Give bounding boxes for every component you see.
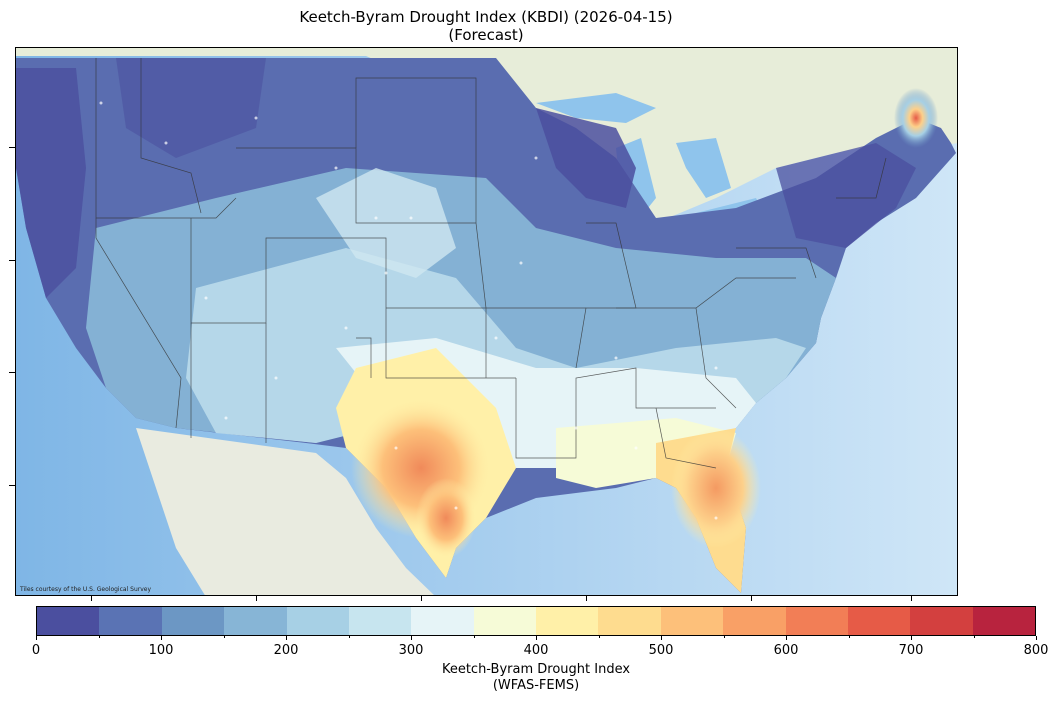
northern-rockies-dark [116,58,266,158]
chart-title: Keetch-Byram Drought Index (KBDI) (2026-… [0,8,972,44]
colorbar-segment [598,607,661,635]
colorbar-tick [848,636,850,638]
colorbar-label: Keetch-Byram Drought Index (WFAS-FEMS) [36,662,1036,694]
map-panel[interactable]: Tiles courtesy of the U.S. Geological Su… [15,47,958,596]
colorbar-tick [36,636,37,640]
colorbar-tick [723,636,725,638]
colorbar-ticks: 0 100 200 300 400 500 600 700 800 [32,636,1048,658]
colorbar-tick-label: 700 [898,643,924,658]
colorbar-tick-label: 500 [648,643,674,658]
state-borders [95,58,887,469]
maine-hotspot [894,88,938,148]
colorbar-tick-label: 800 [1023,643,1049,658]
wisconsin-dark [536,108,636,208]
colorbar-segment [348,607,412,635]
colorbar-tick [536,636,537,640]
colorbar-tick [473,636,475,638]
colorbar-label-line-2: (WFAS-FEMS) [492,678,580,693]
colorbar-segment [473,607,536,635]
northeast-dark [776,143,916,248]
colorbar-tick-label: 400 [523,643,549,658]
colorbar-segment [660,607,724,635]
bottom-axis-ticks [15,596,958,602]
colorbar-segment [536,607,599,635]
colorbar-tick [411,636,412,640]
colorbar [36,606,1036,636]
colorbar-segment [723,607,786,635]
colorbar-tick [911,636,912,640]
left-axis-ticks [9,47,15,596]
title-line-1: Keetch-Byram Drought Index (KBDI) (2026-… [299,8,673,26]
station-markers [99,101,718,520]
colorbar-tick-label: 100 [148,643,174,658]
colorbar-tick [661,636,662,640]
colorbar-segment [99,607,162,635]
lake-huron [676,138,731,198]
lake-superior [536,93,656,123]
map-attribution: Tiles courtesy of the U.S. Geological Su… [20,586,152,593]
colorbar-tick [598,636,600,638]
mexico-land [136,428,434,595]
colorbar-tick-label: 600 [773,643,799,658]
colorbar-tick-label: 0 [31,643,41,658]
colorbar-segment [785,607,848,635]
colorbar-tick [348,636,350,638]
colorbar-tick [1036,636,1037,640]
colorbar-segment [847,607,911,635]
pacific-nw-dark [16,68,86,298]
colorbar-segment [286,607,349,635]
colorbar-tick-label: 300 [398,643,424,658]
florida-hotspot [671,428,761,548]
title-line-2: (Forecast) [448,26,524,44]
colorbar-segment [37,607,100,635]
colorbar-tick [161,636,162,640]
colorbar-segment [224,607,287,635]
colorbar-tick-label: 200 [273,643,299,658]
drought-map [16,48,957,595]
colorbar-segment [972,607,1035,635]
colorbar-tick [286,636,287,640]
colorbar-segment [910,607,973,635]
colorbar-tick [223,636,225,638]
south-texas-hotspot [416,478,476,558]
colorbar-label-line-1: Keetch-Byram Drought Index [441,662,631,677]
colorbar-segment [411,607,474,635]
colorbar-tick [786,636,787,640]
colorbar-segment [161,607,225,635]
colorbar-tick [98,636,100,638]
colorbar-tick [973,636,975,638]
